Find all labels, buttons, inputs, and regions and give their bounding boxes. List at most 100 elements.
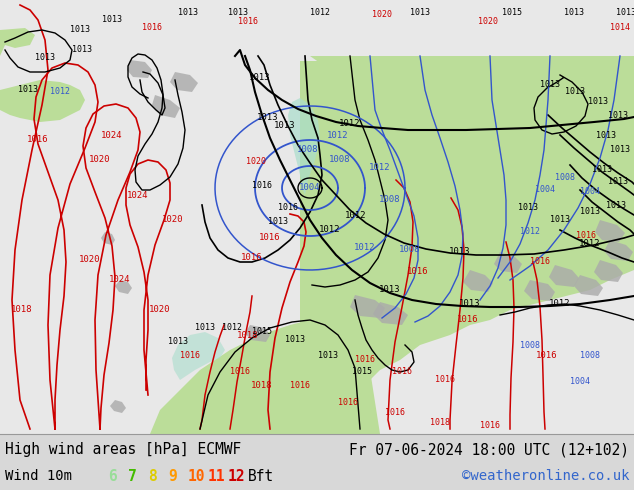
Text: 1016: 1016 xyxy=(576,230,596,240)
Text: 1016: 1016 xyxy=(385,408,405,416)
Text: 1018: 1018 xyxy=(237,330,259,340)
Text: 1012: 1012 xyxy=(320,225,340,235)
Text: 1013: 1013 xyxy=(168,338,188,346)
Text: 1016: 1016 xyxy=(238,18,258,26)
Text: 1013: 1013 xyxy=(564,8,584,18)
Text: 1013: 1013 xyxy=(18,85,38,95)
Text: 1013: 1013 xyxy=(606,200,626,210)
Text: 1012: 1012 xyxy=(369,164,391,172)
Text: 12: 12 xyxy=(228,468,245,484)
Polygon shape xyxy=(595,220,625,242)
Text: 1012: 1012 xyxy=(339,119,361,127)
Text: Fr 07-06-2024 18:00 UTC (12+102): Fr 07-06-2024 18:00 UTC (12+102) xyxy=(349,442,629,457)
Text: 1004: 1004 xyxy=(299,183,321,193)
Text: 1013: 1013 xyxy=(580,207,600,217)
Text: 1024: 1024 xyxy=(127,191,149,199)
Text: 1013: 1013 xyxy=(616,8,634,18)
Text: 1013: 1013 xyxy=(178,8,198,18)
Polygon shape xyxy=(604,240,633,261)
Text: 1016: 1016 xyxy=(355,356,375,365)
Text: 1020: 1020 xyxy=(372,10,392,20)
Text: 1016: 1016 xyxy=(392,368,412,376)
Polygon shape xyxy=(463,270,493,292)
Polygon shape xyxy=(300,61,634,430)
Polygon shape xyxy=(549,265,579,287)
Text: 1018: 1018 xyxy=(430,417,450,426)
Text: 6: 6 xyxy=(108,468,117,484)
Bar xyxy=(0,434,634,490)
Text: 1016: 1016 xyxy=(180,350,200,360)
Text: 1016: 1016 xyxy=(457,316,479,324)
Text: 1008: 1008 xyxy=(297,146,319,154)
Polygon shape xyxy=(245,325,270,342)
Text: 1013: 1013 xyxy=(565,88,585,97)
Polygon shape xyxy=(594,260,623,282)
Text: 1004: 1004 xyxy=(535,186,555,195)
Text: 1013: 1013 xyxy=(379,286,401,294)
Text: 1015: 1015 xyxy=(502,8,522,18)
Text: 1008: 1008 xyxy=(520,341,540,349)
Polygon shape xyxy=(310,56,634,240)
Text: 1018: 1018 xyxy=(251,381,273,390)
Text: 1020: 1020 xyxy=(89,155,111,165)
Text: 1016: 1016 xyxy=(407,268,429,276)
Polygon shape xyxy=(110,400,126,413)
Text: 1008: 1008 xyxy=(379,196,401,204)
Text: 1015: 1015 xyxy=(352,368,372,376)
Text: 1016: 1016 xyxy=(338,397,358,407)
Polygon shape xyxy=(494,252,522,273)
Polygon shape xyxy=(373,302,408,325)
Text: 1013: 1013 xyxy=(450,247,471,256)
Text: 1004: 1004 xyxy=(580,188,600,196)
Polygon shape xyxy=(574,275,603,296)
Text: 1013: 1013 xyxy=(518,203,538,213)
Text: 1016: 1016 xyxy=(290,381,310,390)
Text: 7: 7 xyxy=(128,468,137,484)
Text: 11: 11 xyxy=(208,468,226,484)
Polygon shape xyxy=(524,280,555,301)
Text: 1016: 1016 xyxy=(530,258,550,267)
Text: 1020: 1020 xyxy=(162,216,184,224)
Text: 1020: 1020 xyxy=(149,305,171,315)
Text: 1012: 1012 xyxy=(346,211,366,220)
Polygon shape xyxy=(152,95,180,118)
Text: 1013: 1013 xyxy=(410,8,430,18)
Polygon shape xyxy=(127,60,152,78)
Text: 1013: 1013 xyxy=(550,216,570,224)
Text: 1012: 1012 xyxy=(222,323,242,333)
Text: 1012: 1012 xyxy=(579,240,601,248)
Text: 1013: 1013 xyxy=(102,16,122,24)
Text: 1012: 1012 xyxy=(310,8,330,18)
Text: 1013: 1013 xyxy=(257,114,279,122)
Text: 1013: 1013 xyxy=(70,25,90,34)
Text: ©weatheronline.co.uk: ©weatheronline.co.uk xyxy=(462,469,629,483)
Text: 1012: 1012 xyxy=(50,88,70,97)
Text: Wind 10m: Wind 10m xyxy=(5,469,72,483)
Text: 1008: 1008 xyxy=(580,350,600,360)
Polygon shape xyxy=(150,320,380,434)
Text: 1016: 1016 xyxy=(435,375,455,385)
Text: 1020: 1020 xyxy=(478,18,498,26)
Text: 1020: 1020 xyxy=(79,255,101,265)
Text: 1016: 1016 xyxy=(259,234,281,243)
Text: 1004: 1004 xyxy=(570,377,590,387)
Text: 1016: 1016 xyxy=(230,368,250,376)
Text: 1015: 1015 xyxy=(252,327,272,337)
Text: 1013: 1013 xyxy=(608,111,628,120)
Text: 1012: 1012 xyxy=(354,244,376,252)
Text: 1016: 1016 xyxy=(480,420,500,430)
Text: 1013: 1013 xyxy=(459,299,481,309)
Text: 1013: 1013 xyxy=(249,74,271,82)
Polygon shape xyxy=(170,72,198,92)
Text: 1016: 1016 xyxy=(536,350,558,360)
Text: 1013: 1013 xyxy=(275,121,295,129)
Polygon shape xyxy=(101,232,115,245)
Text: 1013: 1013 xyxy=(318,350,338,360)
Text: 1008: 1008 xyxy=(329,155,351,165)
Text: 1013: 1013 xyxy=(608,177,628,187)
Text: 1014: 1014 xyxy=(610,24,630,32)
Text: 1016: 1016 xyxy=(27,136,49,145)
Text: 8: 8 xyxy=(148,468,157,484)
Text: 1013: 1013 xyxy=(228,8,248,18)
Text: 1013: 1013 xyxy=(268,218,288,226)
